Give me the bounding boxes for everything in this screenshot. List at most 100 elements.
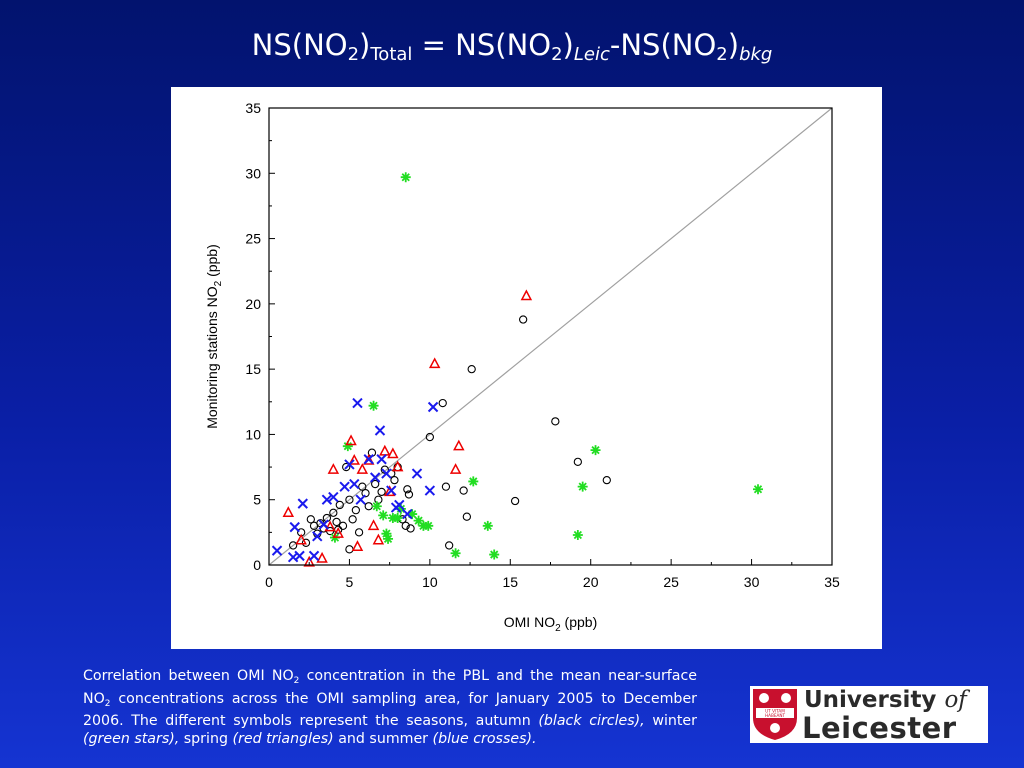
winter-point [482, 520, 493, 531]
autumn-point [354, 528, 364, 537]
autumn-point [351, 506, 361, 515]
summer-point [424, 485, 436, 496]
autumn-point [338, 521, 348, 530]
data-points [271, 172, 764, 567]
title-text: -NS(NO [609, 28, 717, 62]
autumn-point [332, 517, 341, 527]
summer-point [289, 521, 300, 533]
autumn-point [602, 475, 611, 485]
spring-point [332, 527, 344, 538]
caption-text: concentrations across the OMI sampling a… [83, 690, 697, 730]
x-tick-label: 20 [583, 574, 599, 590]
autumn-point [462, 512, 472, 521]
winter-point [572, 529, 583, 540]
x-tick-label: 35 [824, 574, 840, 590]
spring-point [391, 460, 404, 472]
summer-point [344, 459, 355, 470]
autumn-point [404, 490, 414, 499]
x-axis-label-unit: (ppb) [561, 614, 598, 630]
summer-point [308, 550, 320, 562]
y-axis-label-sub: 2 [213, 280, 224, 286]
winter-point [368, 400, 379, 411]
winter-point [577, 481, 588, 492]
summer-point [321, 494, 333, 505]
shield-icon: UT VITAM HABEANT [753, 689, 797, 740]
spring-point [295, 533, 307, 545]
logo-of-text: of [944, 687, 967, 713]
reference-line-layer [268, 107, 833, 566]
caption-text: spring [179, 730, 233, 747]
summer-point [374, 425, 386, 436]
x-axis-label-text: OMI NO [504, 614, 555, 630]
winter-point [392, 512, 403, 523]
winter-point [400, 172, 411, 183]
title-subscript: bkg [739, 44, 773, 65]
autumn-point [348, 515, 357, 524]
autumn-point [374, 495, 383, 504]
spring-point [327, 463, 340, 474]
autumn-point [342, 462, 351, 472]
y-tick-label: 5 [253, 492, 261, 508]
winter-point [468, 476, 479, 487]
autumn-point [358, 482, 367, 491]
caption-italic: (green stars), [83, 730, 180, 747]
spring-point [449, 463, 462, 474]
summer-point [271, 545, 283, 556]
summer-point [369, 472, 381, 483]
autumn-point [403, 485, 412, 494]
spring-point [453, 439, 465, 451]
autumn-point [371, 479, 380, 489]
spring-point [387, 447, 399, 459]
summer-point [411, 468, 423, 479]
spring-point [303, 555, 315, 567]
caption-italic: (blue crosses). [432, 730, 537, 747]
logo-wordmark-bottom: Leicester [802, 711, 957, 745]
winter-point [450, 548, 461, 559]
autumn-point [441, 482, 451, 491]
autumn-point [519, 315, 528, 324]
caption-text: winter [644, 713, 697, 729]
summer-point [312, 531, 323, 542]
autumn-point [445, 541, 454, 550]
title-text: NS(NO [251, 28, 348, 62]
spring-point [520, 289, 533, 301]
y-tick-label: 30 [245, 165, 261, 181]
spring-point [351, 540, 364, 551]
title-subscript: 2 [716, 44, 728, 65]
logo-university-text: University [804, 687, 945, 713]
one-to-one-line [268, 107, 833, 566]
slide-title: NS(NO2)Total = NS(NO2)Leic-NS(NO2)bkg [0, 28, 1024, 65]
spring-point [367, 519, 380, 531]
autumn-point [467, 364, 476, 374]
x-tick-label: 25 [663, 574, 679, 590]
figure-caption: Correlation between OMI NO2 concentratio… [83, 668, 697, 748]
winter-point [407, 509, 418, 520]
spring-point [356, 463, 369, 474]
winter-point [590, 445, 601, 456]
summer-point [294, 550, 305, 562]
university-logo: UT VITAM HABEANT University of Leicester [750, 686, 988, 745]
title-text: = NS(NO [412, 28, 552, 62]
autumn-point [361, 489, 370, 498]
autumn-point [306, 515, 315, 524]
winter-point [342, 441, 353, 452]
y-tick-label: 35 [245, 100, 261, 116]
x-axis-label-sub: 2 [555, 623, 561, 634]
autumn-point [335, 500, 344, 510]
spring-point [348, 453, 360, 465]
summer-point [381, 468, 392, 479]
winter-point [753, 484, 764, 495]
title-text: ) [359, 28, 371, 62]
title-text: ) [727, 28, 740, 62]
plot-frame [268, 107, 833, 566]
x-tick-label: 0 [265, 574, 273, 590]
autumn-point [425, 432, 435, 442]
axis-ticks [268, 107, 833, 566]
autumn-point [401, 521, 410, 530]
spring-point [324, 520, 336, 532]
winter-point [395, 503, 406, 514]
caption-italic: (red triangles) [232, 730, 334, 747]
autumn-point [301, 538, 311, 547]
autumn-point [438, 398, 447, 408]
